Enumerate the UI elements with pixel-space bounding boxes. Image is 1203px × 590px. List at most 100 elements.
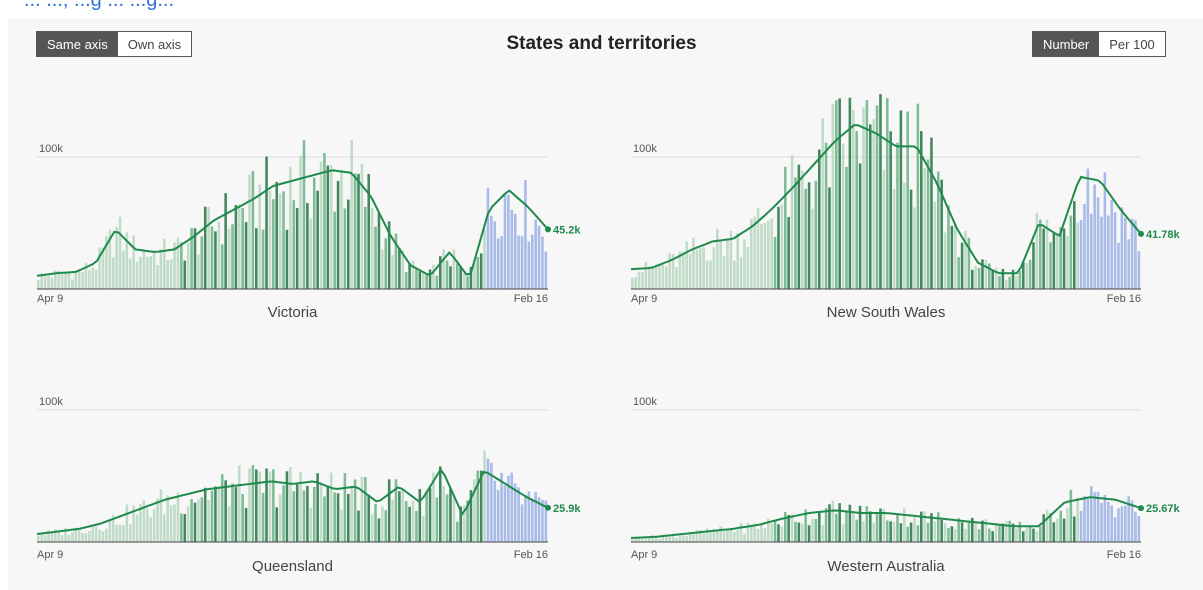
bar — [190, 228, 193, 289]
bar — [469, 490, 473, 542]
bar — [661, 263, 665, 289]
bar — [408, 263, 411, 289]
bar — [634, 276, 637, 289]
y-tick-label: 100k — [39, 143, 63, 155]
bar — [462, 272, 466, 289]
bar — [1066, 236, 1069, 289]
bar — [149, 517, 152, 542]
bar — [214, 486, 217, 542]
bar — [47, 275, 50, 289]
bar — [875, 105, 879, 289]
bar — [1015, 275, 1018, 289]
bar — [496, 238, 500, 289]
seven-day-average-line — [630, 496, 1142, 539]
bar — [71, 279, 74, 289]
bar — [1073, 516, 1076, 542]
bar — [1127, 496, 1130, 542]
bar — [1090, 486, 1093, 542]
bar — [671, 253, 675, 289]
bar — [156, 265, 159, 289]
bar — [111, 515, 115, 542]
bar — [1127, 239, 1130, 289]
same-axis-button[interactable]: Same axis — [37, 32, 118, 56]
bar — [654, 537, 658, 542]
bar — [442, 249, 445, 289]
bar — [285, 229, 289, 289]
y-tick-label: 100k — [633, 143, 657, 155]
bar — [319, 482, 323, 542]
bar — [695, 530, 699, 542]
bar — [77, 528, 81, 542]
bar — [244, 507, 248, 542]
bar — [967, 237, 971, 289]
bar — [381, 249, 384, 289]
bar — [57, 270, 60, 289]
bar — [248, 174, 251, 289]
bar — [54, 529, 57, 542]
number-button[interactable]: Number — [1033, 32, 1100, 56]
bar — [916, 103, 920, 289]
bar — [118, 216, 122, 289]
bar — [169, 259, 173, 289]
bar — [1110, 199, 1113, 289]
bar — [763, 222, 767, 289]
bar — [838, 503, 841, 542]
bar — [381, 506, 384, 542]
bar — [756, 529, 760, 542]
bar — [452, 249, 456, 289]
bar — [858, 505, 862, 542]
bar — [892, 522, 896, 542]
bar — [739, 522, 743, 542]
bar — [794, 521, 797, 542]
bar — [530, 234, 534, 289]
bar — [132, 235, 135, 289]
bar — [384, 510, 388, 542]
cutoff-link-text[interactable]: ... ..., ...g ... ...g... — [24, 0, 175, 11]
bar — [1110, 505, 1113, 542]
bar — [261, 229, 265, 289]
bar — [896, 514, 899, 542]
bar — [950, 526, 954, 542]
state-label: New South Wales — [827, 304, 946, 321]
bar — [466, 276, 469, 289]
bar — [391, 499, 394, 542]
bar — [156, 498, 159, 542]
own-axis-button[interactable]: Own axis — [117, 32, 192, 56]
bar — [122, 525, 125, 542]
bar — [712, 247, 716, 289]
bar — [490, 462, 493, 542]
bar — [801, 170, 804, 289]
bar — [991, 531, 994, 542]
bar — [998, 525, 1001, 542]
bar — [421, 515, 425, 542]
bar — [743, 239, 746, 289]
bar — [743, 533, 746, 542]
bar — [217, 221, 221, 289]
bar — [869, 511, 872, 542]
bar — [111, 257, 115, 289]
bar — [299, 471, 302, 542]
bar — [875, 512, 879, 542]
bar — [1005, 521, 1008, 542]
bar — [278, 193, 282, 289]
bar — [445, 494, 449, 542]
end-value-dot — [545, 504, 551, 511]
bar — [801, 523, 804, 542]
per-100-button[interactable]: Per 100 — [1099, 32, 1165, 56]
bar — [760, 224, 763, 289]
seven-day-average-line — [36, 169, 549, 277]
bar — [483, 450, 486, 542]
bar — [940, 519, 943, 542]
bar — [784, 511, 787, 542]
bar — [169, 505, 173, 542]
bar — [991, 271, 994, 289]
bar — [91, 267, 95, 289]
bar — [285, 471, 289, 542]
bar — [688, 534, 692, 542]
bar — [872, 118, 875, 289]
bar — [1096, 197, 1100, 289]
bar — [146, 256, 149, 289]
bar — [665, 535, 668, 542]
bar — [476, 470, 480, 542]
bar — [323, 496, 326, 542]
